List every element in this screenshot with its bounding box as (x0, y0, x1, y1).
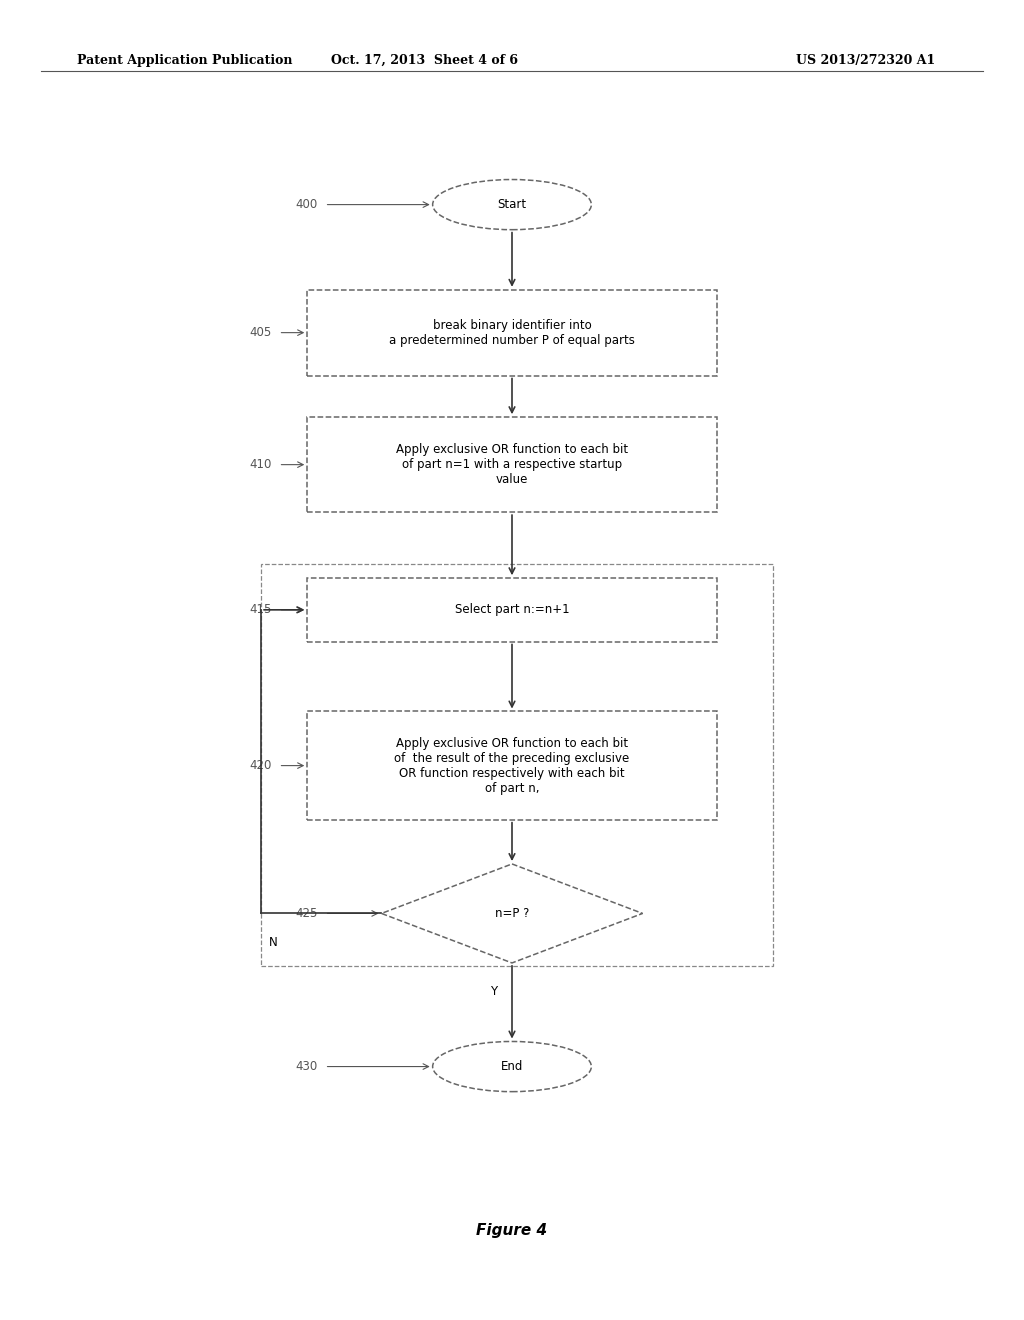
Text: Y: Y (490, 986, 497, 998)
Text: 430: 430 (295, 1060, 317, 1073)
Text: Apply exclusive OR function to each bit
of part n=1 with a respective startup
va: Apply exclusive OR function to each bit … (396, 444, 628, 486)
Bar (307, 417, 717, 512)
Bar (307, 290, 717, 375)
Text: 400: 400 (295, 198, 317, 211)
Text: n=P ?: n=P ? (495, 907, 529, 920)
Text: 410: 410 (249, 458, 271, 471)
Text: Figure 4: Figure 4 (476, 1222, 548, 1238)
Text: Patent Application Publication: Patent Application Publication (77, 54, 292, 67)
Bar (307, 711, 717, 820)
Text: Select part n:=n+1: Select part n:=n+1 (455, 603, 569, 616)
Text: 415: 415 (249, 603, 271, 616)
Text: break binary identifier into
a predetermined number P of equal parts: break binary identifier into a predeterm… (389, 318, 635, 347)
Text: Start: Start (498, 198, 526, 211)
Text: End: End (501, 1060, 523, 1073)
Text: 405: 405 (249, 326, 271, 339)
Bar (307, 578, 717, 642)
Text: US 2013/272320 A1: US 2013/272320 A1 (796, 54, 935, 67)
Bar (261, 564, 773, 966)
Text: 425: 425 (295, 907, 317, 920)
Text: 420: 420 (249, 759, 271, 772)
Text: Apply exclusive OR function to each bit
of  the result of the preceding exclusiv: Apply exclusive OR function to each bit … (394, 737, 630, 795)
Text: N: N (269, 936, 278, 949)
Text: Oct. 17, 2013  Sheet 4 of 6: Oct. 17, 2013 Sheet 4 of 6 (332, 54, 518, 67)
